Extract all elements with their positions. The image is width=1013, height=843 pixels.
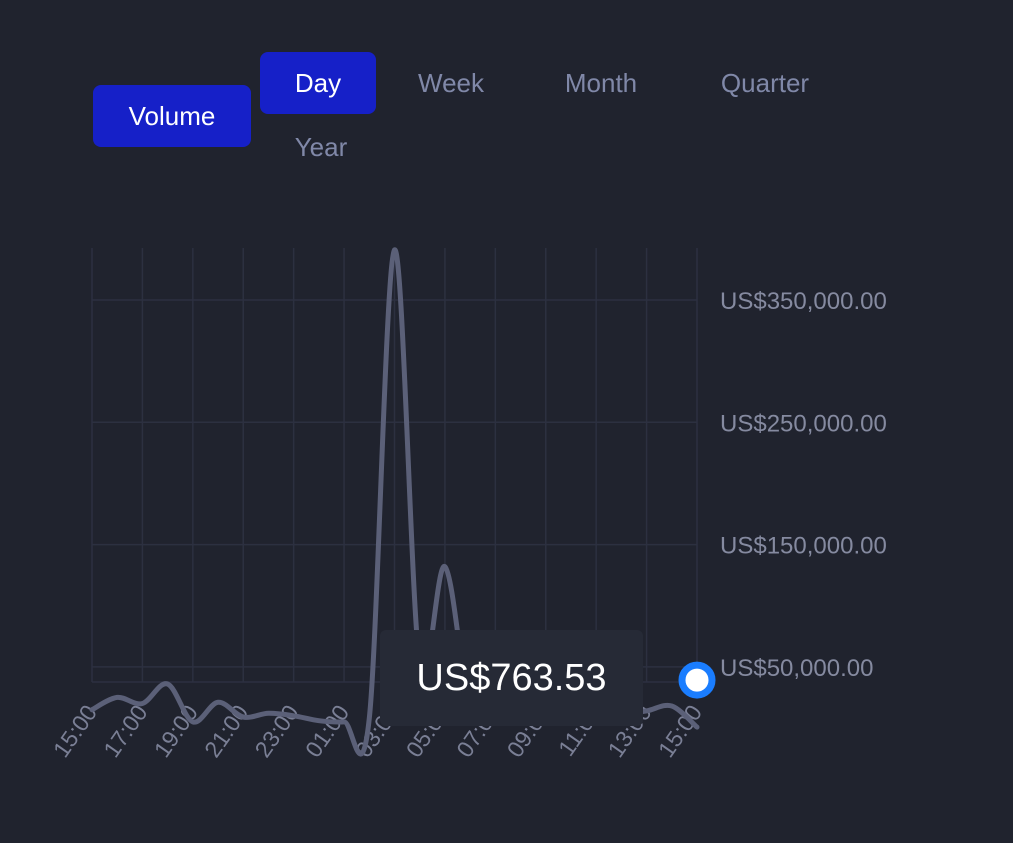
tab-week[interactable]: Week: [418, 67, 484, 98]
y-tick-label: US$150,000.00: [720, 533, 887, 560]
volume-button[interactable]: Volume: [93, 85, 251, 147]
y-tick-label: US$350,000.00: [720, 288, 887, 315]
vertical-gridlines: [91, 248, 698, 682]
value-tooltip: US$763.53: [380, 630, 643, 726]
y-tick-label: US$50,000.00: [720, 655, 873, 682]
tab-month[interactable]: Month: [564, 67, 638, 98]
x-tick-label: 19:00: [149, 700, 203, 762]
tab-quarter[interactable]: Quarter: [720, 67, 810, 98]
tab-day[interactable]: Day: [260, 52, 376, 114]
tab-year[interactable]: Year: [294, 131, 348, 162]
x-tick-label: 23:00: [249, 700, 303, 762]
y-axis-tick-labels: US$50,000.00 US$150,000.00 US$250,000.00 US…: [720, 288, 887, 682]
x-tick-label: 17:00: [98, 700, 152, 762]
x-tick-label: 01:00: [300, 700, 354, 762]
tooltip-value: US$763.53: [416, 656, 607, 699]
y-tick-label: US$250,000.00: [720, 410, 887, 437]
selected-point-marker[interactable]: [678, 661, 716, 699]
